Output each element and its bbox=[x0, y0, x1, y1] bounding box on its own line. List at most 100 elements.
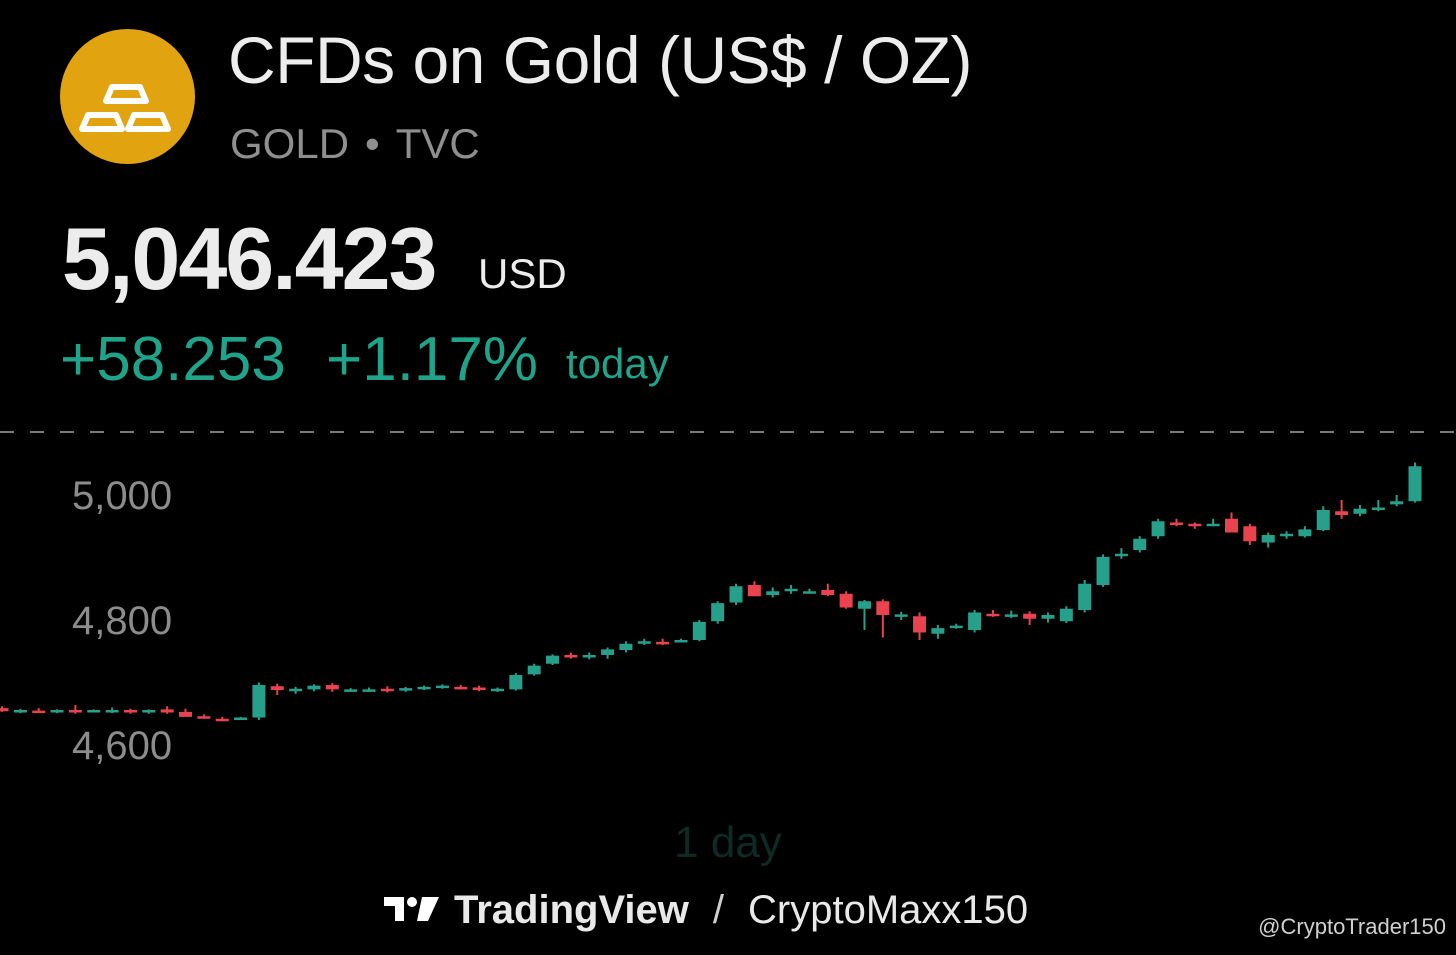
candle bbox=[821, 583, 835, 597]
candle bbox=[307, 684, 321, 692]
candle bbox=[32, 708, 46, 714]
candle-body bbox=[711, 603, 725, 622]
candle bbox=[417, 685, 431, 690]
candle-body bbox=[399, 688, 413, 691]
candle-body bbox=[1188, 523, 1202, 527]
candle-body bbox=[472, 687, 486, 690]
candle bbox=[234, 716, 248, 720]
candle bbox=[1169, 518, 1183, 527]
candle-body bbox=[582, 655, 596, 658]
candle bbox=[1280, 531, 1294, 539]
candle-body bbox=[380, 688, 394, 692]
candle-body bbox=[656, 641, 670, 645]
candle-body bbox=[674, 640, 688, 643]
candle-body bbox=[215, 718, 229, 722]
candle bbox=[913, 612, 927, 640]
candle-body bbox=[949, 625, 963, 629]
candle-body bbox=[1096, 556, 1110, 585]
candle bbox=[87, 709, 101, 713]
candle-body bbox=[1280, 533, 1294, 537]
candle bbox=[1133, 536, 1147, 553]
candle-body bbox=[986, 613, 1000, 617]
candle bbox=[1206, 518, 1220, 527]
candle-body bbox=[454, 686, 468, 690]
candle-body bbox=[325, 685, 339, 690]
brand-name: TradingView bbox=[454, 888, 689, 932]
candle-body bbox=[362, 689, 376, 692]
candle bbox=[142, 709, 156, 714]
chart-period-label: 1 day bbox=[674, 818, 782, 867]
candle bbox=[454, 685, 468, 690]
candle-body bbox=[490, 688, 504, 692]
candle bbox=[802, 588, 816, 594]
candle-body bbox=[1243, 526, 1257, 542]
separator-dot: • bbox=[365, 120, 380, 167]
candle bbox=[857, 600, 871, 630]
candle-body bbox=[784, 588, 798, 592]
candle bbox=[968, 610, 982, 633]
candle-body bbox=[1078, 583, 1092, 610]
candle-body bbox=[32, 710, 46, 714]
price-chart[interactable]: 4,600 4,800 5,000 bbox=[0, 400, 1456, 860]
candle bbox=[637, 638, 651, 645]
candle bbox=[68, 705, 82, 714]
currency-label: USD bbox=[478, 250, 567, 297]
candle bbox=[656, 638, 670, 645]
candle bbox=[472, 685, 486, 692]
candle bbox=[362, 687, 376, 692]
change-period-label: today bbox=[566, 340, 669, 387]
candle-body bbox=[546, 655, 560, 664]
candle-body bbox=[729, 586, 743, 603]
candle bbox=[747, 581, 761, 597]
y-tick-label: 5,000 bbox=[72, 474, 172, 518]
candle-body bbox=[1371, 507, 1385, 510]
candle-body bbox=[1408, 466, 1422, 502]
candle bbox=[179, 708, 193, 717]
candle bbox=[619, 641, 633, 653]
candle bbox=[1023, 611, 1037, 625]
candle bbox=[380, 686, 394, 693]
candle bbox=[1096, 554, 1110, 587]
candle bbox=[197, 714, 211, 719]
candle bbox=[784, 585, 798, 594]
candle bbox=[13, 708, 27, 714]
candle-body bbox=[766, 591, 780, 595]
candle bbox=[1151, 518, 1165, 539]
candle bbox=[289, 686, 303, 694]
candle-body bbox=[197, 716, 211, 719]
candle bbox=[105, 707, 119, 714]
last-price: 5,046.423 bbox=[62, 209, 437, 308]
price-change: +58.253 bbox=[60, 325, 286, 394]
candle-body bbox=[968, 612, 982, 630]
candle-body bbox=[1298, 529, 1312, 537]
candle-body bbox=[1041, 615, 1055, 619]
candle-body bbox=[913, 616, 927, 633]
candle-body bbox=[50, 710, 64, 713]
candle-body bbox=[802, 591, 816, 594]
candle-body bbox=[1390, 501, 1404, 505]
candle-body bbox=[601, 649, 615, 655]
candle bbox=[729, 583, 743, 605]
candle bbox=[1041, 612, 1055, 623]
candle bbox=[1114, 548, 1128, 559]
candle bbox=[325, 683, 339, 692]
candle bbox=[674, 638, 688, 643]
candle bbox=[839, 591, 853, 609]
candle-body bbox=[87, 710, 101, 713]
candle-body bbox=[839, 593, 853, 608]
candle-body bbox=[564, 655, 578, 658]
candle bbox=[931, 625, 945, 639]
candle-body bbox=[857, 601, 871, 609]
candle-body bbox=[1023, 613, 1037, 619]
candle-body bbox=[417, 686, 431, 690]
candle bbox=[949, 623, 963, 629]
footer-separator: / bbox=[712, 888, 725, 932]
candle bbox=[1371, 500, 1385, 512]
candle bbox=[1004, 610, 1018, 619]
candle-body bbox=[179, 711, 193, 717]
candle bbox=[160, 706, 174, 714]
candle bbox=[876, 599, 890, 638]
candle bbox=[1408, 462, 1422, 503]
candle-body bbox=[1133, 538, 1147, 550]
candle-body bbox=[68, 710, 82, 713]
